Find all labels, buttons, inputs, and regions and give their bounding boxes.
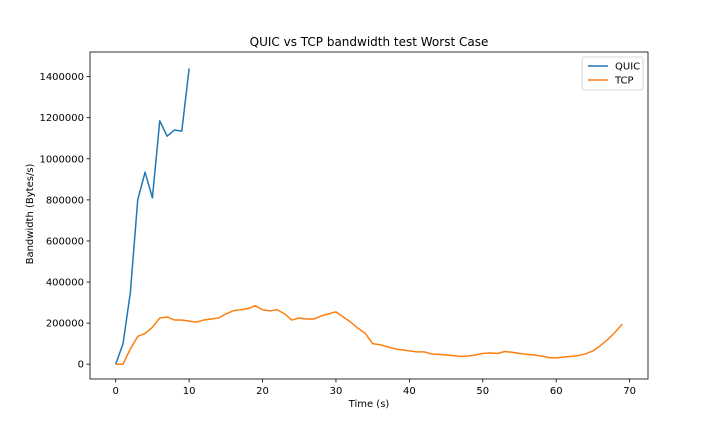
- y-tick-label: 600000: [46, 236, 84, 247]
- x-tick-label: 50: [476, 386, 489, 397]
- x-tick-label: 0: [113, 386, 119, 397]
- y-axis: 0 200000 400000 600000 800000 1000000 1200000 1…: [39, 72, 90, 371]
- chart-title: QUIC vs TCP bandwidth test Worst Case: [250, 35, 489, 49]
- x-tick-label: 30: [330, 386, 343, 397]
- x-tick-label: 40: [403, 386, 416, 397]
- series-line-tcp: [115, 304, 623, 365]
- plot-frame: [89, 51, 649, 380]
- y-axis-label: Bandwidth (Bytes/s): [25, 163, 36, 264]
- series-lines: [114, 68, 623, 365]
- x-tick-label: 10: [183, 386, 196, 397]
- x-axis-label: Time (s): [348, 399, 390, 410]
- y-tick-label: 1400000: [39, 72, 84, 83]
- legend-label: TCP: [614, 76, 634, 87]
- legend: QUIC TCP: [581, 56, 644, 91]
- x-tick-label: 20: [256, 386, 269, 397]
- series-line-quic: [114, 68, 190, 365]
- x-tick-label: 60: [550, 386, 563, 397]
- legend-label: QUIC: [615, 62, 640, 73]
- x-tick-label: 70: [623, 386, 636, 397]
- y-tick-label: 1000000: [39, 154, 84, 165]
- y-tick-label: 0: [78, 360, 84, 371]
- x-axis: 0 10 20 30 40 50 60 70: [113, 379, 636, 397]
- y-tick-label: 200000: [46, 319, 84, 330]
- y-tick-label: 400000: [46, 278, 84, 289]
- y-tick-label: 1200000: [39, 113, 84, 124]
- y-tick-label: 800000: [46, 195, 84, 206]
